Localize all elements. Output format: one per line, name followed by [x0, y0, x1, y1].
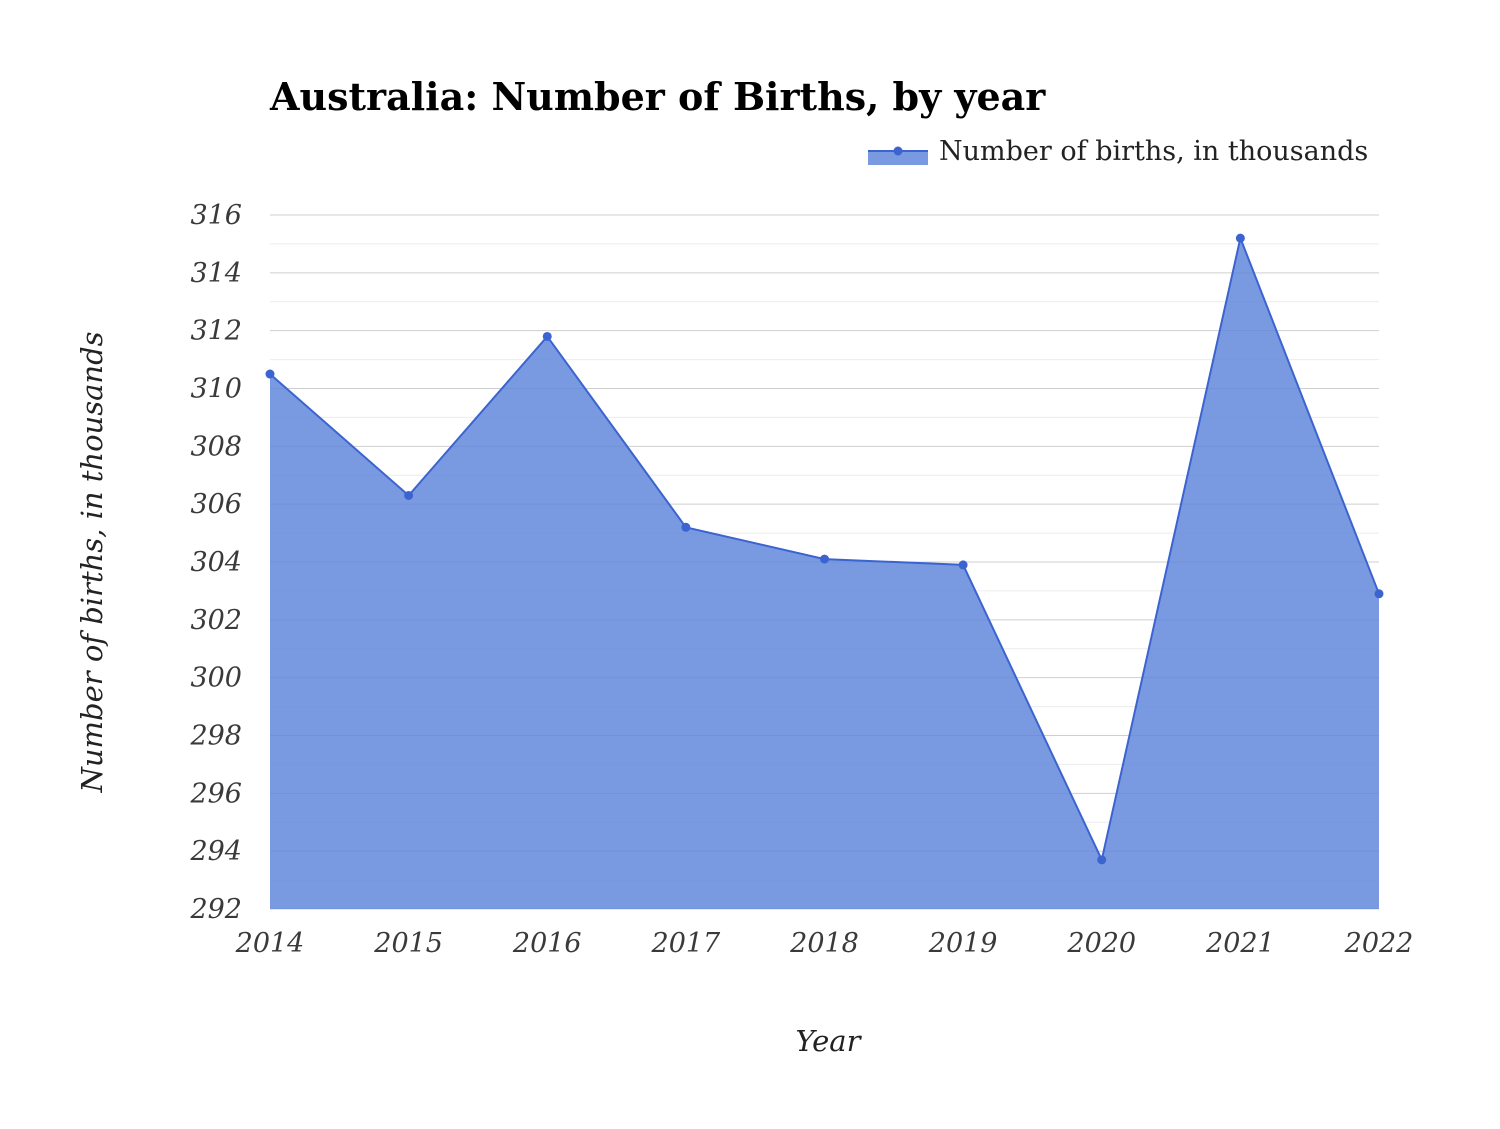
data-point — [1235, 233, 1245, 243]
data-point — [542, 331, 552, 341]
data-point — [820, 554, 829, 564]
data-point — [681, 522, 691, 532]
x-axis-ticks: 2014 2015 2016 2017 2018 2019 2020 2021 2022 — [235, 928, 1414, 959]
y-tick-label: 298 — [189, 721, 242, 752]
y-tick-label: 302 — [190, 605, 242, 636]
x-tick-label: 2019 — [928, 928, 998, 959]
legend-swatch — [868, 151, 928, 165]
y-tick-label: 316 — [190, 200, 242, 231]
data-point — [1097, 855, 1107, 865]
data-points — [265, 233, 1384, 865]
legend-label: Number of births, in thousands — [939, 136, 1368, 167]
y-tick-label: 314 — [190, 258, 242, 289]
y-axis-title: Number of births, in thousands — [75, 331, 109, 793]
x-tick-label: 2022 — [1344, 928, 1414, 959]
x-tick-label: 2014 — [235, 928, 305, 959]
data-point — [1374, 589, 1384, 599]
legend: Number of births, in thousands — [868, 136, 1368, 167]
x-tick-label: 2021 — [1205, 928, 1275, 959]
x-axis-title: Year — [796, 1024, 863, 1058]
y-tick-label: 306 — [190, 489, 242, 520]
y-tick-label: 300 — [190, 663, 242, 694]
x-tick-label: 2017 — [651, 928, 722, 959]
y-tick-label: 308 — [190, 431, 242, 462]
x-tick-label: 2015 — [373, 928, 443, 959]
y-tick-label: 304 — [190, 547, 242, 578]
area-fill — [270, 238, 1379, 910]
x-tick-label: 2018 — [789, 928, 859, 959]
x-tick-label: 2020 — [1066, 928, 1136, 959]
y-tick-label: 292 — [189, 894, 242, 925]
x-tick-label: 2016 — [512, 928, 582, 959]
y-tick-label: 296 — [189, 778, 242, 809]
y-tick-label: 294 — [189, 836, 242, 867]
area-layer — [269, 234, 1380, 910]
data-point — [958, 560, 968, 570]
data-point — [265, 369, 275, 379]
y-axis-ticks: 292 294 296 298 300 302 304 306 308 310 312 314 316 — [189, 200, 242, 925]
legend-marker — [893, 146, 903, 156]
chart-title: Australia: Number of Births, by year — [269, 74, 1046, 119]
data-point — [404, 490, 414, 500]
y-tick-label: 310 — [190, 374, 242, 405]
y-tick-label: 312 — [190, 316, 242, 347]
